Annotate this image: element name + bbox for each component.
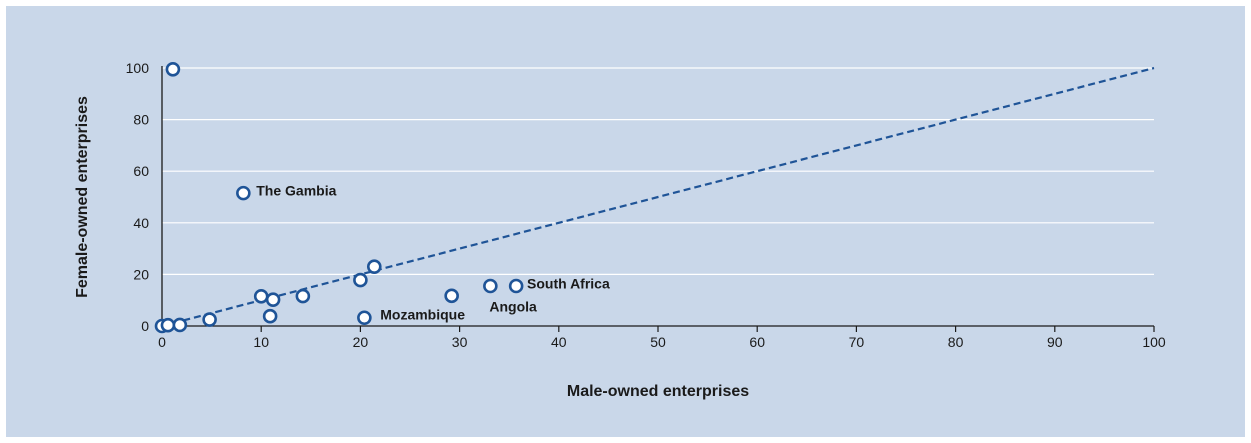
data-point-10: [353, 272, 368, 288]
x-tick-label-80: 80: [948, 334, 964, 350]
data-point-7: [265, 292, 281, 307]
y-tick-label-80: 80: [133, 112, 149, 128]
data-point-14: [483, 278, 498, 294]
y-tick-label-100: 100: [126, 60, 150, 76]
x-tick-label-50: 50: [650, 334, 666, 350]
data-point-8: [262, 308, 278, 324]
data-point-11: [366, 259, 382, 274]
data-point-2: [172, 317, 188, 333]
x-tick-label-30: 30: [452, 334, 468, 350]
x-tick-label-10: 10: [253, 334, 269, 350]
data-points: [154, 61, 524, 334]
chart-panel: [6, 6, 1245, 437]
annotation-1: South Africa: [527, 275, 610, 291]
annotation-3: Mozambique: [380, 306, 465, 322]
gridlines: [162, 67, 1154, 275]
y-axis-title: Female-owned enterprises: [74, 96, 91, 298]
data-point-5: [236, 185, 251, 201]
data-point-12: [357, 310, 372, 326]
y-tick-label-20: 20: [133, 266, 149, 282]
x-tick-label-60: 60: [749, 334, 765, 350]
y-tick-label-40: 40: [133, 215, 149, 231]
x-axis-title: Male-owned enterprises: [567, 383, 749, 400]
x-tick-label-90: 90: [1047, 334, 1063, 350]
annotation-2: Angola: [489, 299, 537, 315]
x-tick-label-0: 0: [158, 334, 166, 350]
x-tick-label-70: 70: [849, 334, 865, 350]
data-point-3: [165, 61, 181, 77]
data-point-1: [160, 317, 176, 333]
data-point-6: [253, 289, 269, 304]
point-annotations: The Gambia South Africa Angola Mozambique: [256, 183, 610, 323]
data-point-15: [508, 278, 524, 294]
data-point-13: [444, 288, 459, 304]
axes: [161, 66, 1155, 332]
data-point-9: [295, 288, 311, 304]
tick-labels: 0 10 20 30 40 50 60 70 80 90 100 0 20 40 60 80 100: [126, 60, 1166, 350]
y-tick-label-0: 0: [141, 318, 149, 334]
annotation-0: The Gambia: [256, 183, 336, 199]
data-point-4: [202, 312, 217, 327]
x-tick-label-20: 20: [353, 334, 369, 350]
x-tick-label-40: 40: [551, 334, 567, 350]
y-tick-label-60: 60: [133, 163, 149, 179]
x-tick-label-100: 100: [1142, 334, 1166, 350]
trend-line: [161, 66, 1155, 328]
